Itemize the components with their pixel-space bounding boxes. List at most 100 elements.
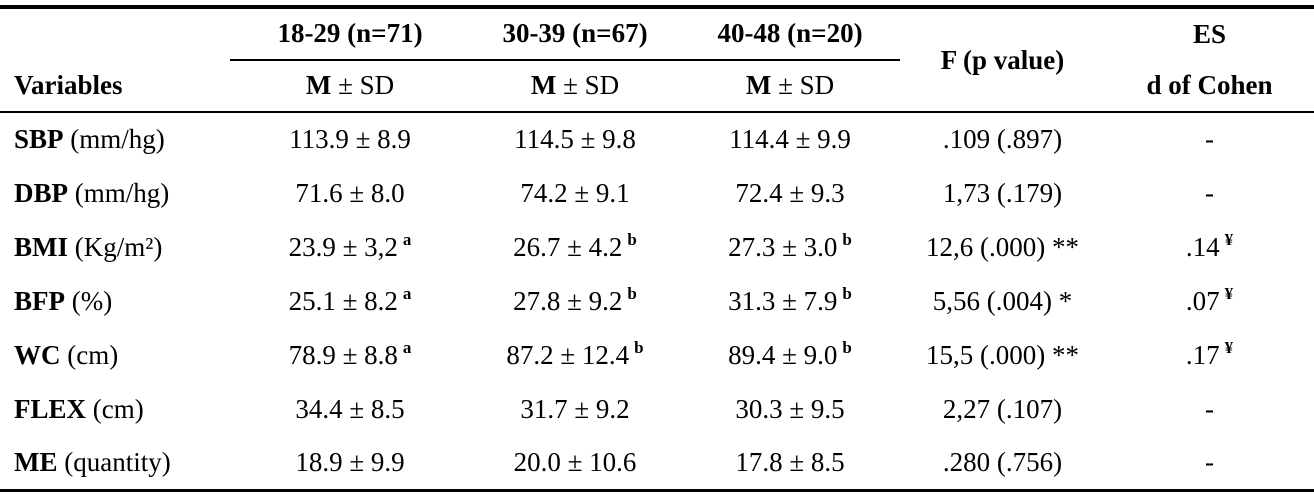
effect-size-cell: - [1105,382,1314,436]
table-body: SBP (mm/hg) 113.9 ± 8.9 114.5 ± 9.8 114.… [0,112,1314,490]
header-row-groups: Variables 18-29 (n=71) 30-39 (n=67) 40-4… [0,7,1314,113]
mean-sd-value: 114.5 ± 9.8 [514,124,636,154]
variable-unit: (%) [71,285,113,316]
effect-size-marker: ¥ [1224,283,1234,303]
effect-size-value: - [1205,124,1214,154]
mean-sd-cell: 27.3 ± 3.0 b [680,220,900,274]
mean-sd-value: 23.9 ± 3,2 [288,231,398,262]
table-row-flex: FLEX (cm) 34.4 ± 8.5 31.7 ± 9.2 30.3 ± 9… [0,382,1314,436]
variable-unit: (cm) [92,393,144,424]
mean-sd-value: 74.2 ± 9.1 [520,177,630,208]
effect-size-value: .14 [1185,231,1220,262]
variable-cell: BFP (%) [0,274,230,328]
msd-header-30-39: M ± SD [470,59,680,113]
variable-cell: WC (cm) [0,328,230,382]
statistics-table: Variables 18-29 (n=71) 30-39 (n=67) 40-4… [0,5,1314,492]
variable-cell: SBP (mm/hg) [0,112,230,166]
variable-cell: BMI (Kg/m²) [0,220,230,274]
mean-sd-cell: 31.7 ± 9.2 [470,382,680,436]
posthoc-marker: a [402,337,412,357]
mean-sd-cell: 23.9 ± 3,2 a [230,220,470,274]
f-pvalue-cell: 2,27 (.107) [942,393,1063,424]
group-header-40-48: 40-48 (n=20) [680,7,900,61]
posthoc-marker: b [842,337,852,357]
mean-sd-cell: 30.3 ± 9.5 [680,382,900,436]
variable-unit: (cm) [67,339,119,370]
mean-sd-cell: 26.7 ± 4.2 b [470,220,680,274]
effect-size-value: .07 [1185,285,1220,316]
f-pvalue-cell: .109 (.897) [942,124,1063,154]
effect-size-cell: .14 ¥ [1105,220,1314,274]
mean-sd-cell: 72.4 ± 9.3 [680,166,900,220]
variable-name: BMI [14,231,68,262]
sd-label: ± SD [338,70,395,101]
mean-sd-value: 31.3 ± 7.9 [728,285,838,316]
f-pvalue-cell: 15,5 (.000) ** [926,339,1079,370]
effect-size-value: - [1205,446,1214,477]
table-row-wc: WC (cm) 78.9 ± 8.8 a 87.2 ± 12.4 b 89.4 ± … [0,328,1314,382]
mean-sd-value: 31.7 ± 9.2 [520,393,630,424]
effect-size-value: - [1205,177,1214,208]
effect-size-marker: ¥ [1224,229,1234,249]
variable-name: WC [14,339,61,370]
effect-size-value: - [1205,393,1214,424]
f-pvalue-cell: 1,73 (.179) [942,177,1063,208]
mean-sd-cell: 89.4 ± 9.0 b [680,328,900,382]
mean-sd-cell: 114.5 ± 9.8 [470,112,680,166]
mean-sd-cell: 18.9 ± 9.9 [230,436,470,490]
mean-label: M [745,70,772,101]
table-row-bmi: BMI (Kg/m²) 23.9 ± 3,2 a 26.7 ± 4.2 b 27.3… [0,220,1314,274]
variable-cell: DBP (mm/hg) [0,166,230,220]
effect-size-cell: - [1105,436,1314,490]
mean-label: M [305,70,332,101]
mean-sd-value: 27.3 ± 3.0 [728,231,838,262]
variable-unit: (mm/hg) [74,177,170,208]
posthoc-marker: b [842,229,852,249]
variable-cell: FLEX (cm) [0,382,230,436]
mean-sd-value: 30.3 ± 9.5 [735,393,845,424]
effect-size-cell: - [1105,112,1314,166]
mean-sd-value: 113.9 ± 8.9 [289,124,411,154]
mean-sd-cell: 31.3 ± 7.9 b [680,274,900,328]
posthoc-marker: b [634,337,644,357]
mean-sd-cell: 87.2 ± 12.4 b [470,328,680,382]
posthoc-marker: b [627,283,637,303]
posthoc-marker: a [402,283,412,303]
mean-sd-cell: 71.6 ± 8.0 [230,166,470,220]
mean-sd-value: 20.0 ± 10.6 [513,446,637,477]
table-header: Variables 18-29 (n=71) 30-39 (n=67) 40-4… [0,7,1314,113]
mean-sd-cell: 113.9 ± 8.9 [230,112,470,166]
table-row-bfp: BFP (%) 25.1 ± 8.2 a 27.8 ± 9.2 b 31.3 ± 7… [0,274,1314,328]
mean-sd-cell: 25.1 ± 8.2 a [230,274,470,328]
variable-cell: ME (quantity) [0,436,230,490]
sd-label: ± SD [778,70,835,101]
mean-sd-cell: 114.4 ± 9.9 [680,112,900,166]
table-row-sbp: SBP (mm/hg) 113.9 ± 8.9 114.5 ± 9.8 114.… [0,112,1314,166]
mean-sd-value: 78.9 ± 8.8 [288,339,398,370]
group-header-18-29: 18-29 (n=71) [230,7,470,61]
effect-size-cell: - [1105,166,1314,220]
mean-sd-value: 25.1 ± 8.2 [288,285,398,316]
effect-size-marker: ¥ [1224,337,1234,357]
mean-sd-cell: 74.2 ± 9.1 [470,166,680,220]
mean-sd-value: 18.9 ± 9.9 [295,446,405,477]
mean-sd-value: 26.7 ± 4.2 [513,231,623,262]
mean-sd-value: 71.6 ± 8.0 [295,177,405,208]
mean-sd-cell: 34.4 ± 8.5 [230,382,470,436]
msd-header-18-29: M ± SD [230,59,470,113]
variable-name: FLEX [14,393,87,424]
mean-sd-value: 27.8 ± 9.2 [513,285,623,316]
mean-sd-value: 17.8 ± 8.5 [735,446,845,477]
mean-sd-value: 87.2 ± 12.4 [506,339,630,370]
effect-size-cell: .17 ¥ [1105,328,1314,382]
msd-header-40-48: M ± SD [680,59,900,113]
table-row-dbp: DBP (mm/hg) 71.6 ± 8.0 74.2 ± 9.1 72.4 ±… [0,166,1314,220]
mean-sd-value: 89.4 ± 9.0 [728,339,838,370]
posthoc-marker: b [842,283,852,303]
posthoc-marker: b [627,229,637,249]
f-pvalue-cell: 12,6 (.000) ** [926,231,1079,262]
variable-unit: (quantity) [64,446,171,477]
f-pvalue-cell: 5,56 (.004) * [932,285,1073,316]
header-row-msd: M ± SD M ± SD M ± SD [0,59,1314,113]
